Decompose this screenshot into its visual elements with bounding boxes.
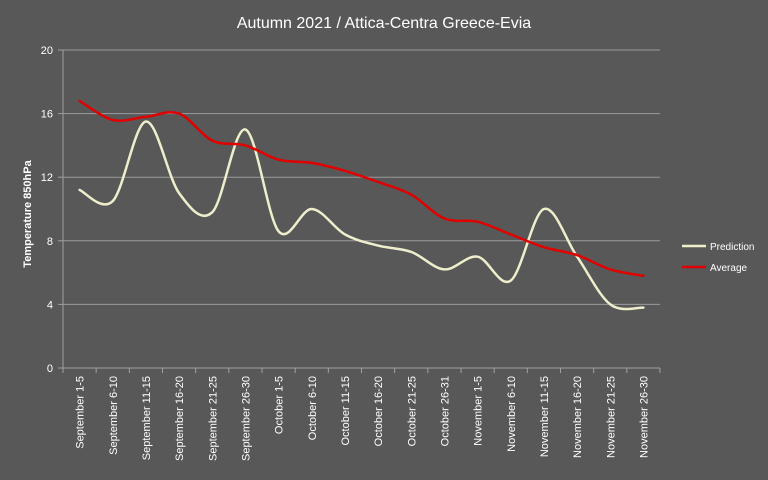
y-tick-label: 12: [41, 172, 53, 184]
x-tick-label: November 26-30: [638, 376, 650, 458]
x-tick-label: October 16-20: [373, 376, 385, 446]
x-tick-label: October 26-31: [439, 376, 451, 446]
x-tick-label: September 11-15: [141, 376, 153, 460]
x-tick-label: September 1-5: [75, 376, 87, 449]
chart-title: Autumn 2021 / Attica-Centra Greece-Evia: [237, 15, 531, 32]
x-tick-label: October 11-15: [340, 376, 352, 446]
y-tick-label: 4: [47, 299, 53, 311]
x-tick-label: November 6-10: [506, 376, 518, 452]
x-tick-label: October 1-5: [274, 376, 286, 434]
y-tick-label: 8: [47, 236, 53, 248]
y-tick-label: 16: [41, 109, 53, 121]
legend-label-average: Average: [710, 263, 748, 274]
series-lines: [78, 99, 645, 311]
y-axis-label: Temperature 850hPa: [22, 159, 34, 267]
x-tick-label: October 6-10: [307, 376, 319, 440]
x-tick-label: November 16-20: [572, 376, 584, 458]
x-tick-label: September 26-30: [240, 376, 252, 461]
y-tick-label: 0: [47, 363, 53, 375]
y-tick-label: 20: [41, 45, 53, 57]
x-tick-label: September 6-10: [108, 376, 120, 455]
x-tick-label: November 1-5: [473, 376, 485, 446]
series-line-prediction: [78, 120, 645, 311]
series-line-average: [78, 99, 645, 278]
x-tick-label: September 21-25: [207, 376, 219, 461]
x-tick-label: November 11-15: [539, 376, 551, 457]
legend: Prediction Average: [682, 242, 754, 274]
legend-label-prediction: Prediction: [710, 242, 754, 253]
axes: 0 4 8 12 16 20 September 1-5 September 6-10 Sept…: [41, 45, 661, 461]
x-tick-label: November 21-25: [605, 376, 617, 458]
x-tick-label: September 16-20: [174, 376, 186, 461]
x-tick-label: October 21-25: [406, 376, 418, 446]
